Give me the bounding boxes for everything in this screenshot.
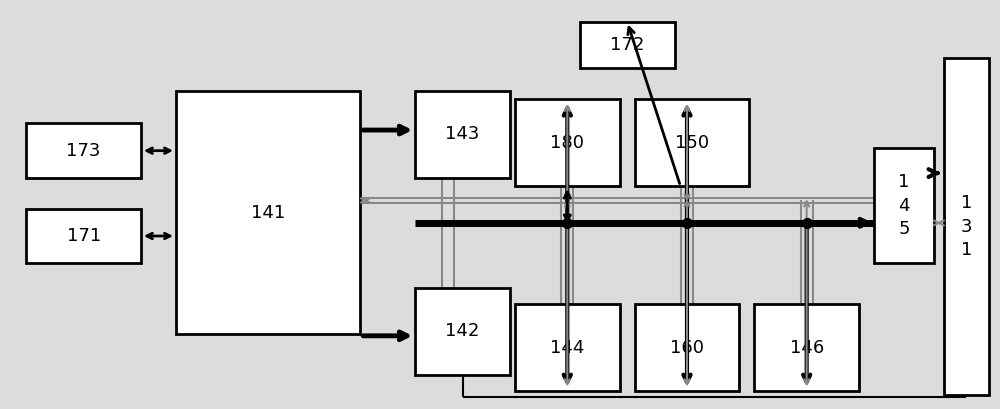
FancyBboxPatch shape <box>874 148 934 263</box>
Text: 171: 171 <box>67 227 101 245</box>
FancyBboxPatch shape <box>754 304 859 391</box>
Text: 172: 172 <box>610 36 644 54</box>
FancyBboxPatch shape <box>635 99 749 186</box>
Text: 143: 143 <box>445 126 480 144</box>
FancyBboxPatch shape <box>580 22 675 68</box>
Text: 173: 173 <box>66 142 101 160</box>
FancyBboxPatch shape <box>26 209 141 263</box>
FancyBboxPatch shape <box>26 123 141 178</box>
Text: 150: 150 <box>675 134 709 152</box>
Text: 141: 141 <box>251 204 285 222</box>
FancyBboxPatch shape <box>635 304 739 391</box>
FancyBboxPatch shape <box>515 304 620 391</box>
FancyBboxPatch shape <box>415 288 510 375</box>
FancyBboxPatch shape <box>515 99 620 186</box>
Text: 146: 146 <box>790 339 824 357</box>
Text: 1
4
5: 1 4 5 <box>898 173 910 238</box>
Text: 142: 142 <box>445 322 480 340</box>
FancyBboxPatch shape <box>944 58 989 396</box>
Text: 1
3
1: 1 3 1 <box>960 194 972 259</box>
Text: 180: 180 <box>550 134 584 152</box>
Text: 160: 160 <box>670 339 704 357</box>
Text: 144: 144 <box>550 339 584 357</box>
FancyBboxPatch shape <box>415 91 510 178</box>
FancyBboxPatch shape <box>176 91 360 335</box>
